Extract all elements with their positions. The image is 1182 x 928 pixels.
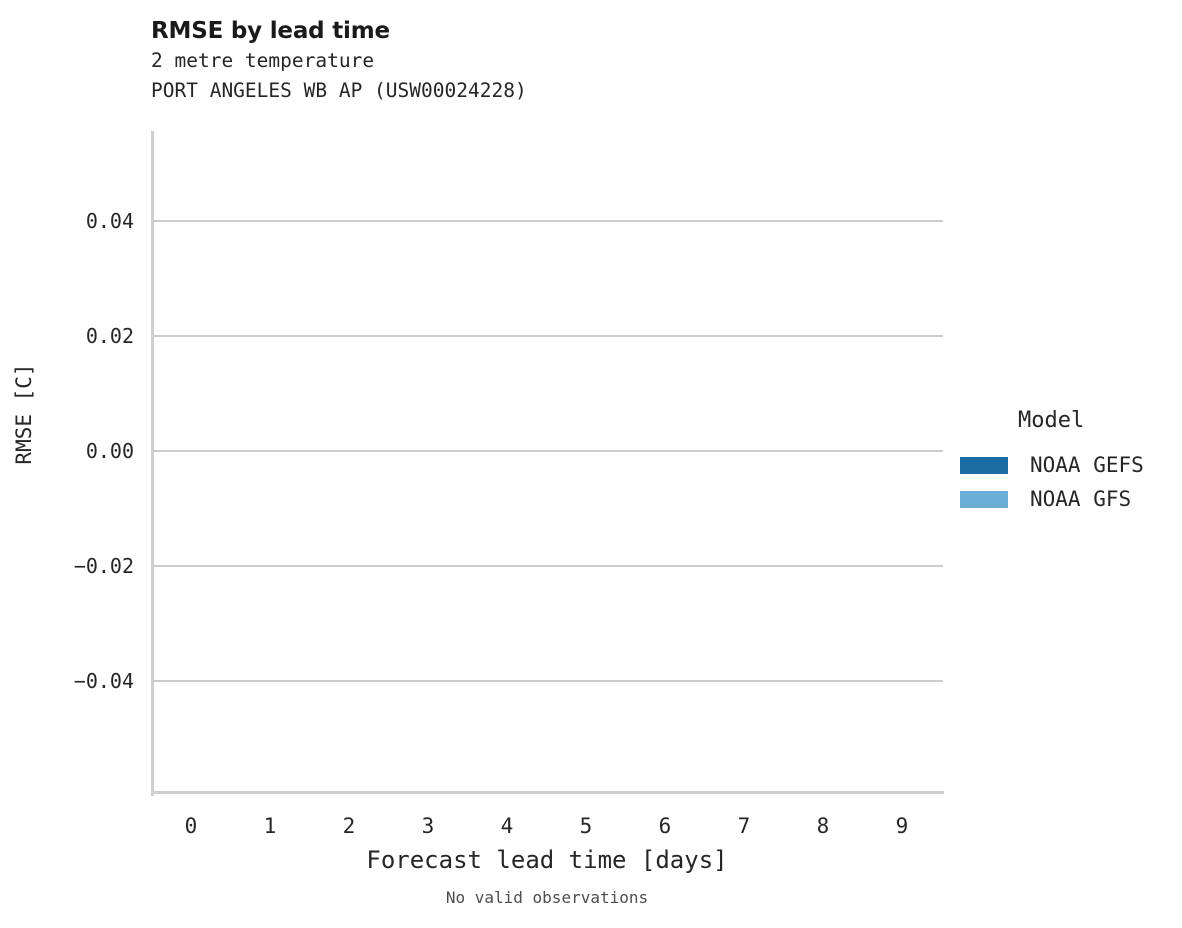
legend-swatch-noaa-gefs: [960, 456, 1008, 474]
x-axis-title: Forecast lead time [days]: [366, 846, 728, 874]
y-tick-0.02: 0.02: [30, 326, 134, 346]
x-tick-label: 8: [816, 814, 830, 838]
legend-item-noaa-gefs[interactable]: NOAA GEFS: [960, 450, 1144, 480]
chart-header: RMSE by lead time 2 metre temperature PO…: [151, 16, 951, 106]
chart-title: RMSE by lead time: [151, 18, 390, 44]
x-tick-label: 5: [579, 814, 593, 838]
x-tick-label: 4: [500, 814, 514, 838]
x-tick-8: 8: [793, 814, 853, 838]
x-tick-label: 9: [895, 814, 909, 838]
legend-label-noaa-gfs: NOAA GFS: [1030, 487, 1132, 511]
legend-label-noaa-gefs: NOAA GEFS: [1030, 453, 1144, 477]
no-data-note: No valid observations: [445, 888, 649, 907]
gridline-minus-0.02: [154, 565, 943, 567]
x-tick-5: 5: [556, 814, 616, 838]
x-tick-3: 3: [398, 814, 458, 838]
x-axis-spine: [151, 791, 944, 794]
x-tick-9: 9: [872, 814, 932, 838]
y-tick-minus-0.04: −0.04: [30, 671, 134, 691]
legend-item-noaa-gfs[interactable]: NOAA GFS: [960, 484, 1131, 514]
y-tick-label: −0.02: [73, 554, 134, 578]
y-tick-0.04: 0.04: [30, 211, 134, 231]
x-tick-label: 6: [658, 814, 672, 838]
y-tick-minus-0.02: −0.02: [30, 556, 134, 576]
x-tick-label: 2: [342, 814, 356, 838]
y-tick-label: 0.02: [85, 324, 134, 348]
x-tick-label: 0: [184, 814, 198, 838]
y-tick-0.00: 0.00: [30, 441, 134, 461]
y-tick-label: −0.04: [73, 669, 134, 693]
y-axis-spine: [151, 131, 154, 796]
x-tick-label: 3: [421, 814, 435, 838]
x-tick-4: 4: [477, 814, 537, 838]
y-tick-label: 0.04: [85, 209, 134, 233]
y-axis-title: RMSE [C]: [12, 363, 36, 465]
legend-swatch-noaa-gfs: [960, 490, 1008, 508]
x-tick-7: 7: [714, 814, 774, 838]
gridline-0.04: [154, 220, 943, 222]
legend-title: Model: [1018, 408, 1085, 433]
plot-area: [151, 131, 943, 793]
x-tick-1: 1: [240, 814, 300, 838]
x-tick-2: 2: [319, 814, 379, 838]
x-tick-label: 7: [737, 814, 751, 838]
gridline-0.00: [154, 450, 943, 452]
gridline-0.02: [154, 335, 943, 337]
x-tick-6: 6: [635, 814, 695, 838]
y-tick-label: 0.00: [85, 439, 134, 463]
chart-subtitle-station: PORT ANGELES WB AP (USW00024228): [151, 79, 527, 102]
x-tick-0: 0: [161, 814, 221, 838]
chart-subtitle-variable: 2 metre temperature: [151, 49, 375, 72]
gridline-minus-0.04: [154, 680, 943, 682]
x-tick-label: 1: [263, 814, 277, 838]
